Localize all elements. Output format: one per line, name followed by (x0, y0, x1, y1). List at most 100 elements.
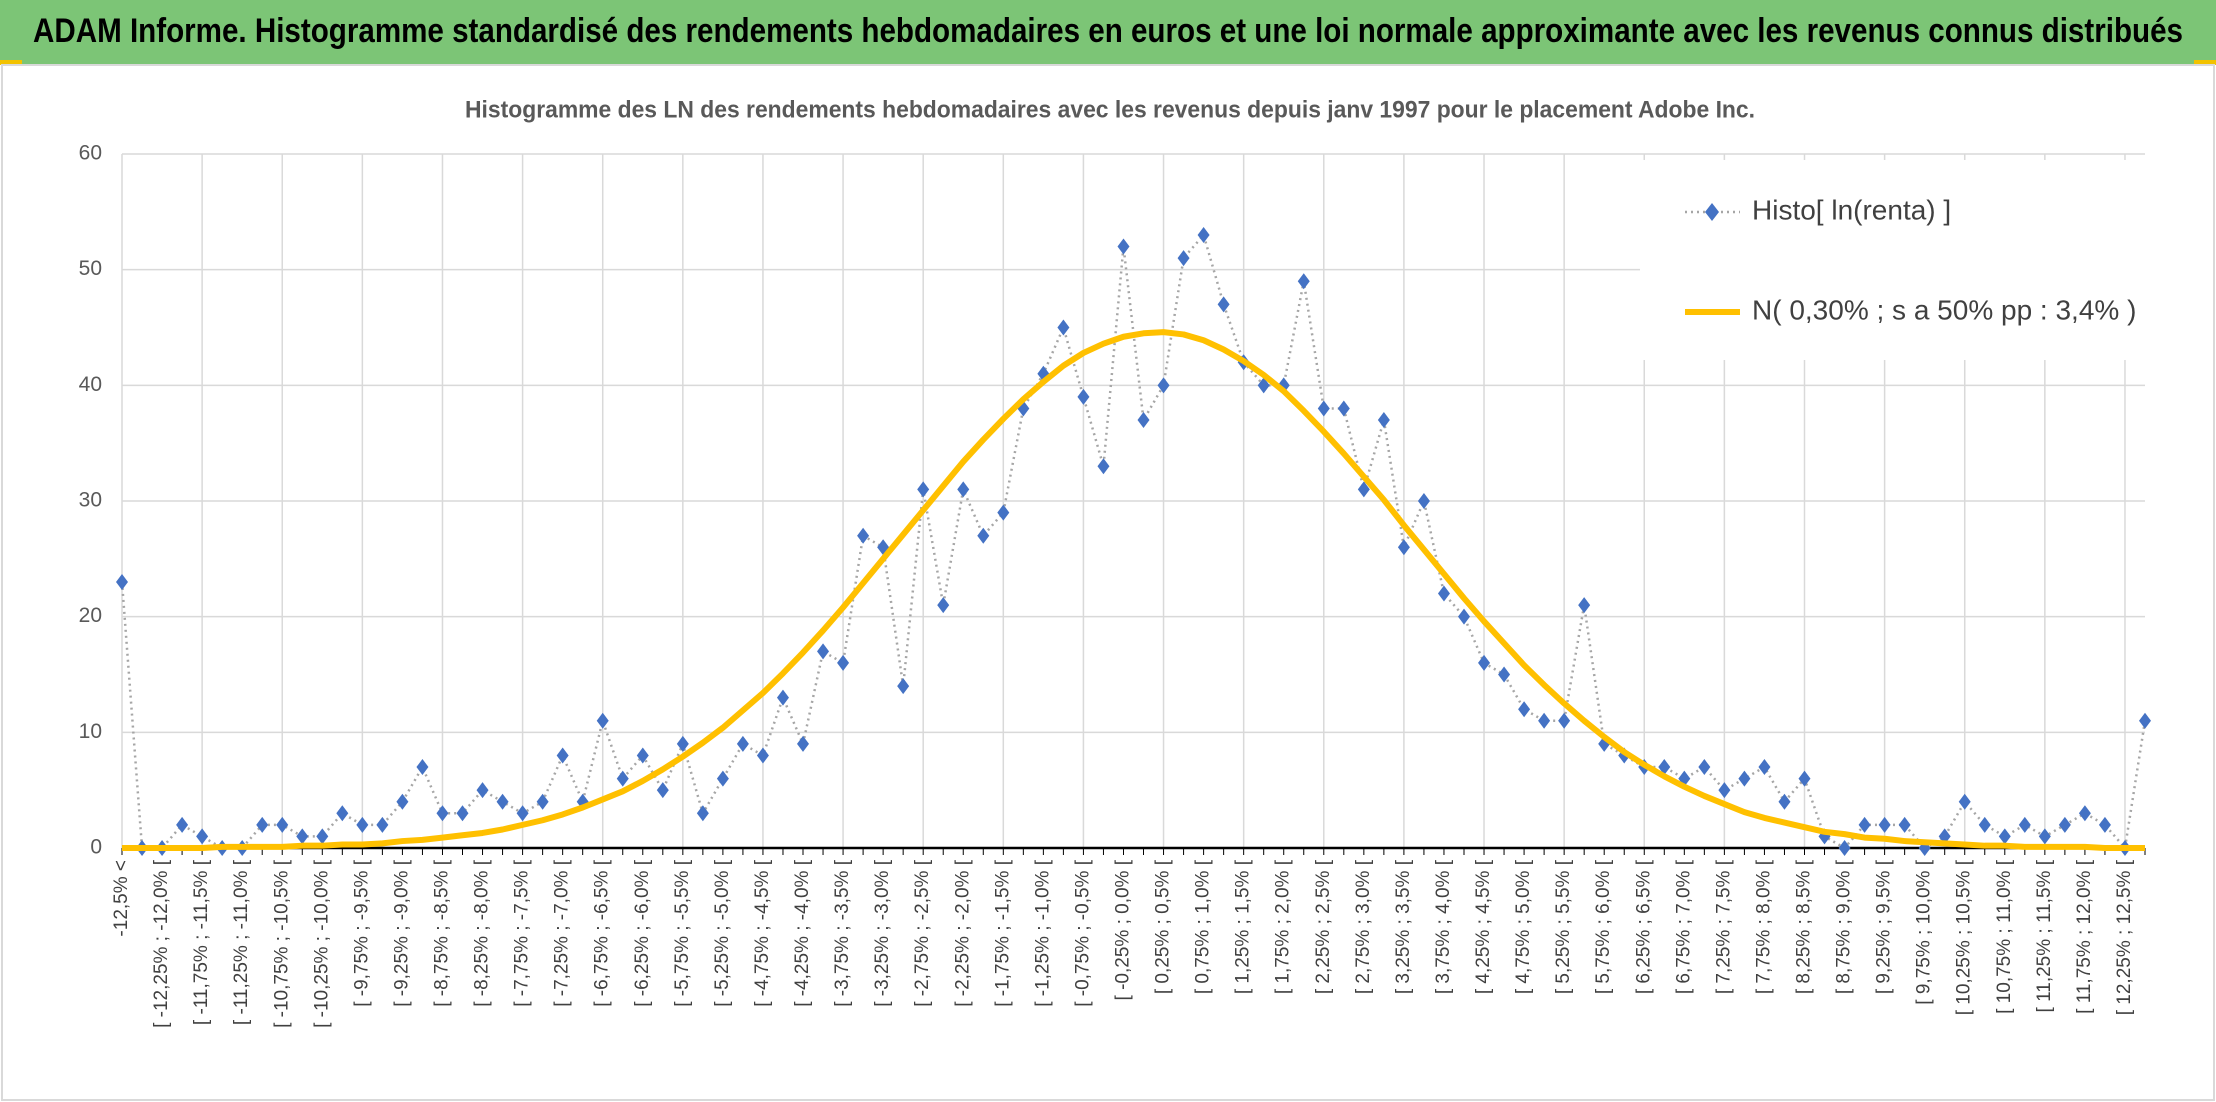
legend-box (1640, 160, 2145, 360)
x-tick-label: -12,5% < (111, 860, 132, 937)
x-tick-label: [ 6,75% ; 7,0% [ (1673, 859, 1694, 994)
x-tick-label: [ 11,25% ; 11,5% [ (2034, 859, 2055, 1012)
chart-frame (1, 64, 2215, 1101)
data-point (736, 735, 749, 752)
x-tick-label: [ 11,75% ; 12,0% [ (2074, 859, 2095, 1014)
x-tick-label: [ 10,25% ; 10,5% [ (1954, 859, 1975, 1015)
data-point (837, 654, 850, 671)
data-point (776, 689, 789, 706)
data-point (296, 828, 309, 845)
data-point (396, 793, 409, 810)
data-point (276, 816, 289, 833)
y-tick-label: 20 (79, 604, 102, 627)
data-point (1397, 539, 1410, 556)
data-point (1558, 712, 1571, 729)
corner (2194, 60, 2216, 65)
y-tick-label: 60 (79, 142, 102, 165)
chart-subtitle: Histogramme des LN des rendements hebdom… (465, 96, 1755, 123)
data-point (516, 805, 529, 822)
x-tick-label: [ 1,75% ; 2,0% [ (1273, 859, 1294, 994)
data-point (1898, 816, 1911, 833)
data-point (336, 805, 349, 822)
data-point (1978, 816, 1991, 833)
x-tick-label: [ -8,75% ; -8,5% [ (431, 859, 452, 1007)
data-point (1457, 608, 1470, 625)
x-tick-label: [ -6,75% ; -6,5% [ (592, 859, 613, 1007)
data-point (1137, 412, 1150, 429)
data-point (116, 573, 128, 590)
x-tick-label: [ 3,75% ; 4,0% [ (1433, 859, 1454, 994)
data-point (316, 828, 329, 845)
x-tick-label: [ -11,25% ; -11,0% [ (231, 859, 252, 1025)
data-point (1217, 296, 1230, 313)
x-tick-label: [ -0,25% ; 0,0% [ (1113, 859, 1134, 1000)
x-tick-label: [ 10,75% ; 11,0% [ (1994, 859, 2015, 1014)
data-point (636, 747, 649, 764)
data-point (1337, 400, 1350, 417)
x-tick-label: [ 12,25% ; 12,5% [ (2114, 859, 2135, 1015)
x-tick-label: [ -9,75% ; -9,5% [ (351, 859, 372, 1007)
data-point (1197, 226, 1210, 243)
data-point (1698, 759, 1711, 776)
data-point (1257, 377, 1270, 394)
x-tick-label: [ 5,75% ; 6,0% [ (1593, 859, 1614, 994)
x-tick-label: [ 4,25% ; 4,5% [ (1473, 859, 1494, 994)
data-point (1377, 412, 1390, 429)
data-point (1538, 712, 1551, 729)
series-line (122, 329, 2145, 851)
x-tick-label: [ -4,75% ; -4,5% [ (752, 859, 773, 1007)
data-point (1097, 458, 1110, 475)
data-point (676, 735, 689, 752)
page-title: ADAM Informe. Histogramme standardisé de… (33, 12, 2183, 50)
x-tick-label: [ -1,25% ; -1,0% [ (1032, 859, 1053, 1007)
data-point (656, 782, 669, 799)
x-tick-label: [ 1,25% ; 1,5% [ (1233, 859, 1254, 994)
data-point (716, 770, 729, 787)
x-tick-label: [ -10,75% ; -10,5% [ (271, 859, 292, 1028)
data-point (556, 747, 569, 764)
data-point (696, 805, 709, 822)
x-tick-label: [ -7,25% ; -7,0% [ (552, 859, 573, 1007)
x-tick-label: [ -10,25% ; -10,0% [ (311, 859, 332, 1028)
x-tick-label: [ 8,75% ; 9,0% [ (1834, 859, 1855, 994)
legend-label: Histo[ ln(renta) ] (1752, 194, 1951, 225)
data-point (1758, 759, 1771, 776)
data-point (2058, 816, 2071, 833)
data-point (857, 527, 870, 544)
data-point (1357, 481, 1370, 498)
data-point (2139, 712, 2151, 729)
data-point (1998, 828, 2011, 845)
x-tick-label: [ 0,25% ; 0,5% [ (1153, 859, 1174, 994)
data-point (1878, 816, 1891, 833)
data-point (1738, 770, 1751, 787)
x-tick-label: [ -5,75% ; -5,5% [ (672, 859, 693, 1007)
x-tick-label: [ 2,25% ; 2,5% [ (1313, 859, 1334, 994)
data-point (917, 481, 930, 498)
data-point (2098, 816, 2111, 833)
x-tick-label: [ -4,25% ; -4,0% [ (792, 859, 813, 1007)
x-tick-label: [ -1,75% ; -1,5% [ (992, 859, 1013, 1007)
data-point (596, 712, 609, 729)
data-point (1518, 701, 1531, 718)
x-tick-label: [ 6,25% ; 6,5% [ (1633, 859, 1654, 994)
legend-label: N( 0,30% ; s a 50% pp : 3,4% ) (1752, 294, 2136, 325)
data-point (1718, 782, 1731, 799)
y-tick-label: 30 (79, 489, 102, 512)
data-point (1858, 816, 1871, 833)
data-point (997, 504, 1010, 521)
title-bar (0, 0, 2216, 64)
y-tick-label: 10 (79, 720, 102, 743)
data-point (1317, 400, 1330, 417)
data-point (176, 816, 189, 833)
data-point (2038, 828, 2051, 845)
x-tick-label: [ -2,25% ; -2,0% [ (952, 859, 973, 1007)
x-tick-label: [ 2,75% ; 3,0% [ (1353, 859, 1374, 994)
data-point (1417, 493, 1430, 509)
data-point (1838, 840, 1851, 856)
data-point (2018, 816, 2031, 833)
x-tick-label: [ -8,25% ; -8,0% [ (472, 859, 493, 1007)
data-point (536, 793, 549, 810)
x-tick-label: [ 4,75% ; 5,0% [ (1513, 859, 1534, 994)
data-point (476, 782, 489, 799)
data-point (1778, 793, 1791, 810)
